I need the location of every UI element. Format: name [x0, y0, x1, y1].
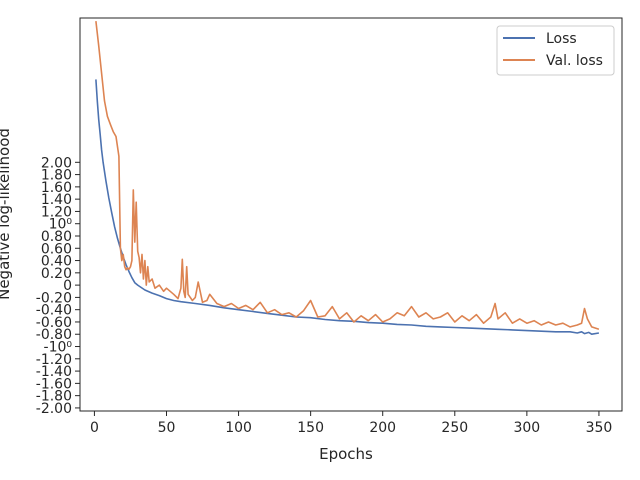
legend-label-loss: Loss	[546, 31, 577, 47]
y-axis-ticks: -2.00-1.80-1.60-1.40-1.20-10⁰-0.80-0.60-…	[36, 155, 80, 417]
x-axis-title: Epochs	[319, 445, 373, 463]
y-tick-label: 0.20	[41, 266, 72, 282]
x-tick-label: 300	[513, 420, 540, 436]
series-line-loss	[95, 79, 600, 336]
y-tick-label: -1.40	[36, 364, 72, 380]
y-tick-label: 0.60	[41, 241, 72, 257]
series-line-val-loss	[95, 21, 600, 331]
y-tick-label: 0.80	[41, 229, 72, 245]
y-tick-label: -0.60	[36, 315, 72, 331]
y-tick-label: 1.40	[41, 192, 72, 208]
y-tick-label: -1.80	[36, 389, 72, 405]
y-tick-label: 1.80	[41, 168, 72, 184]
x-tick-label: 150	[297, 420, 324, 436]
y-tick-label: 2.00	[41, 155, 72, 171]
y-tick-label: -10⁰	[44, 340, 73, 356]
x-tick-label: 50	[158, 420, 176, 436]
y-tick-label: -0.40	[36, 303, 72, 319]
x-tick-label: 250	[441, 420, 468, 436]
x-tick-label: 200	[369, 420, 396, 436]
y-tick-label: -1.60	[36, 376, 72, 392]
x-tick-label: 0	[90, 420, 99, 436]
y-tick-label: -0.80	[36, 327, 72, 343]
y-tick-label: -1.20	[36, 352, 72, 368]
x-tick-label: 100	[225, 420, 252, 436]
legend-label-val-loss: Val. loss	[546, 53, 603, 69]
y-tick-label: 10⁰	[49, 217, 73, 233]
y-tick-label: 0	[63, 278, 72, 294]
y-axis-title: Negative log-likelihood	[0, 128, 13, 300]
y-tick-label: 1.60	[41, 180, 72, 196]
plot-area	[95, 21, 600, 336]
axes-frame	[79, 17, 623, 412]
legend: Loss Val. loss	[496, 25, 615, 76]
y-tick-label: -0.20	[36, 290, 72, 306]
x-axis-ticks: 0 50 100 150 200 250 300 350	[90, 411, 612, 436]
x-tick-label: 350	[586, 420, 613, 436]
y-tick-label: 1.20	[41, 204, 72, 220]
y-tick-label: -2.00	[36, 401, 72, 417]
y-tick-label: 0.40	[41, 254, 72, 270]
